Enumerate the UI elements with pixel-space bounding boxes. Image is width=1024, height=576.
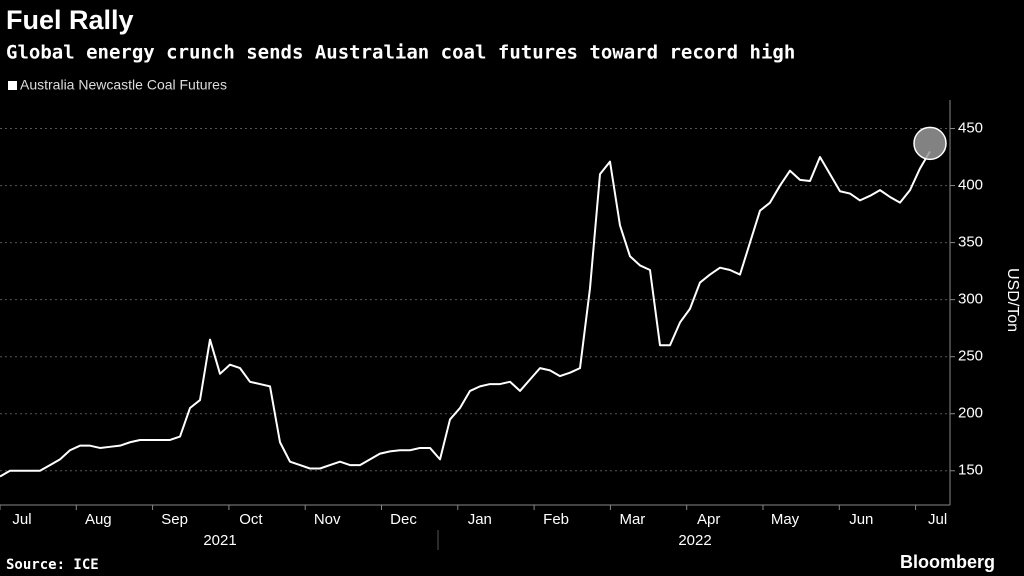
x-tick-label: Aug [85,511,112,528]
y-tick-label: 350 [958,234,983,251]
x-tick-label: Sep [161,511,188,528]
x-tick-label: May [771,511,800,528]
x-tick-label: Oct [239,511,263,528]
legend-swatch [8,81,17,90]
x-tick-label: Jul [928,511,947,528]
x-tick-label: Dec [390,511,417,528]
year-label: 2022 [678,532,711,549]
y-tick-label: 150 [958,462,983,479]
x-tick-label: Feb [543,511,569,528]
y-tick-label: 400 [958,177,983,194]
y-tick-label: 300 [958,291,983,308]
y-tick-label: 200 [958,405,983,422]
y-tick-label: 450 [958,119,983,136]
year-label: 2021 [203,532,236,549]
line [0,150,931,478]
x-tick-label: Nov [314,511,341,528]
legend-label: Australia Newcastle Coal Futures [20,77,227,93]
x-tick-label: Mar [619,511,645,528]
source: Source: ICE [6,557,99,573]
chart-title: Fuel Rally [6,5,134,35]
y-tick-label: 250 [958,348,983,365]
x-tick-label: Apr [697,511,720,528]
end-marker [913,126,947,161]
x-tick-label: Jun [849,511,873,528]
chart-subtitle: Global energy crunch sends Australian co… [6,42,795,64]
y-axis-label: USD/Ton [1004,268,1021,332]
x-tick-label: Jul [12,511,31,528]
brand: Bloomberg [900,552,995,572]
x-tick-label: Jan [468,511,492,528]
